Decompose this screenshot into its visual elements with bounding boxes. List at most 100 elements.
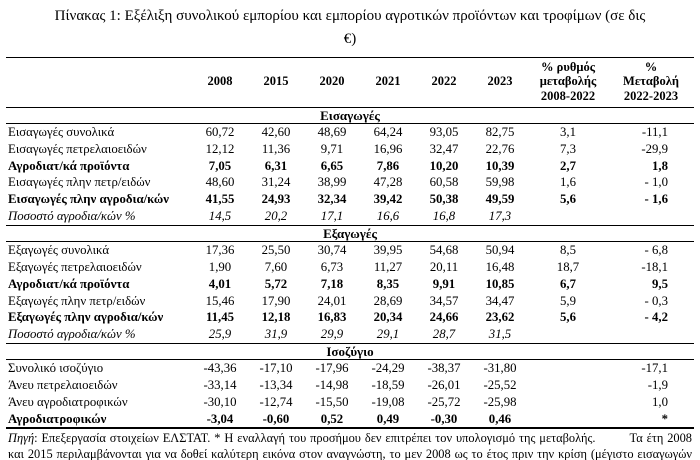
cell-2023: 31,5 (488, 327, 512, 342)
cell-2022: -38,37 (427, 361, 461, 376)
cell-2020: 38,99 (317, 175, 347, 190)
cell-2008: 1,90 (208, 259, 232, 274)
row-label: Αγροδιατ/κά προϊόντα (8, 276, 130, 291)
cell-2015: 7,60 (264, 259, 288, 274)
table-row: Αγροδιατ/κά προϊόντα 7,05 6,31 6,65 7,86… (6, 158, 694, 175)
cell-2008: -43,36 (203, 361, 237, 376)
row-label: Εισαγωγές πλην πετρ/ειδών (8, 175, 151, 190)
table-row: Ποσοστό αγροδια/κών % 14,5 20,2 17,1 16,… (6, 208, 694, 225)
cell-change: - 0,3 (644, 293, 668, 308)
footnote-text-1: : Επεξεργασία στοιχείων ΕΛΣΤΑΤ. * Η εναλ… (34, 431, 596, 446)
cell-2015: -17,10 (259, 361, 293, 376)
table-row: Άνευ πετρελαιοειδών -33,14 -13,34 -14,98… (6, 377, 694, 394)
cell-2015: 31,24 (261, 175, 291, 190)
cell-change (608, 208, 694, 225)
cell-2023: 82,75 (485, 124, 515, 139)
cell-2008: 4,01 (208, 276, 232, 291)
cell-rate: 1,6 (560, 175, 576, 190)
cell-2023: 22,76 (485, 141, 515, 156)
cell-2021: -19,08 (371, 394, 405, 409)
cell-2015: -0,60 (248, 410, 304, 430)
cell-2022: 9,91 (432, 276, 456, 291)
cell-2015: 31,9 (264, 327, 288, 342)
table-row: Εισαγωγές πετρελαιοειδών 12,12 11,36 9,7… (6, 141, 694, 158)
cell-2020: 30,74 (317, 242, 347, 257)
header-pct-change: % Μεταβολή 2022-2023 (608, 57, 694, 108)
cell-2020: 6,65 (320, 158, 344, 173)
cell-2023: 0,46 (472, 410, 528, 430)
cell-2008: 7,05 (208, 158, 232, 173)
cell-2023: 50,94 (485, 242, 515, 257)
cell-rate (528, 360, 608, 377)
row-label: Εξαγωγές συνολικά (8, 242, 110, 257)
cell-2008: -33,14 (203, 377, 237, 392)
table-title: Πίνακας 1: Εξέλιξη συνολικού εμπορίου κα… (54, 8, 646, 48)
cell-2021: 39,42 (373, 192, 403, 207)
header-2023: 2023 (472, 57, 528, 108)
cell-2008: 15,46 (205, 293, 235, 308)
header-2022: 2022 (416, 57, 472, 108)
cell-2015: 20,2 (264, 209, 288, 224)
cell-2021: -24,29 (371, 361, 405, 376)
cell-change (608, 326, 694, 343)
cell-rate: 18,7 (556, 259, 580, 274)
footnote-source-label: Πηγή (8, 431, 35, 446)
cell-change: * (608, 410, 694, 430)
cell-2023: 16,48 (485, 259, 515, 274)
cell-change: 1,8 (652, 158, 668, 173)
section-header-imports: Εισαγωγές (6, 106, 694, 124)
cell-2015: 11,36 (261, 141, 291, 156)
cell-rate: 5,6 (560, 192, 576, 207)
table-row: Αγροδιατ/κά προϊόντα 4,01 5,72 7,18 8,35… (6, 276, 694, 293)
footnote: Πηγή: Επεξεργασία στοιχείων ΕΛΣΤΑΤ. * Η … (8, 431, 692, 460)
cell-rate (528, 208, 608, 225)
cell-2020: 32,34 (317, 192, 347, 207)
header-empty (6, 57, 192, 108)
cell-2020: 48,69 (317, 124, 347, 139)
cell-2021: 0,49 (360, 410, 416, 430)
cell-2021: 8,35 (376, 276, 400, 291)
header-rate-change: % ρυθμός μεταβολής 2008-2022 (528, 57, 608, 108)
cell-change: -1,9 (647, 377, 668, 392)
cell-2008: 14,5 (208, 209, 232, 224)
cell-rate: 5,6 (560, 310, 576, 325)
cell-2015: 12,18 (261, 310, 291, 325)
cell-2023: -25,52 (483, 377, 517, 392)
cell-2015: 5,72 (264, 276, 288, 291)
cell-2022: 50,38 (429, 192, 459, 207)
cell-2022: 60,58 (429, 175, 459, 190)
cell-2020: 24,01 (317, 293, 347, 308)
cell-2023: 10,85 (485, 276, 515, 291)
cell-2015: 6,31 (264, 158, 288, 173)
cell-2008: -30,10 (203, 394, 237, 409)
cell-2008: 41,55 (205, 192, 235, 207)
cell-2023: 49,59 (485, 192, 515, 207)
cell-2022: 54,68 (429, 242, 459, 257)
row-label: Εξαγωγές πετρελαιοειδών (8, 259, 142, 274)
table-row: Εξαγωγές πλην αγροδια/κών 11,45 12,18 16… (6, 309, 694, 326)
cell-2022: 93,05 (429, 124, 459, 139)
cell-rate (528, 410, 608, 430)
header-row: 2008 2015 2020 2021 2022 2023 % ρυθμός μ… (6, 57, 694, 108)
table-row: Εισαγωγές πλην αγροδια/κών 41,55 24,93 3… (6, 191, 694, 208)
header-2015: 2015 (248, 57, 304, 108)
cell-2015: 24,93 (261, 192, 291, 207)
cell-change: - 1,6 (644, 192, 668, 207)
cell-2021: 39,95 (373, 242, 403, 257)
cell-2021: 28,69 (373, 293, 403, 308)
cell-2022: 20,11 (429, 259, 459, 274)
row-label: Εισαγωγές πετρελαιοειδών (8, 141, 147, 156)
cell-2015: -13,34 (259, 377, 293, 392)
cell-2020: 16,83 (317, 310, 347, 325)
cell-2022: 10,20 (429, 158, 459, 173)
cell-2022: 34,57 (429, 293, 459, 308)
cell-2020: 17,1 (320, 209, 344, 224)
cell-rate: 3,1 (560, 124, 576, 139)
cell-2021: 29,1 (376, 327, 400, 342)
cell-2022: 32,47 (429, 141, 459, 156)
cell-2023: -31,80 (483, 361, 517, 376)
cell-2021: 16,6 (376, 209, 400, 224)
cell-rate: 5,9 (560, 293, 576, 308)
cell-change: -18,1 (641, 259, 668, 274)
cell-2022: 16,8 (432, 209, 456, 224)
